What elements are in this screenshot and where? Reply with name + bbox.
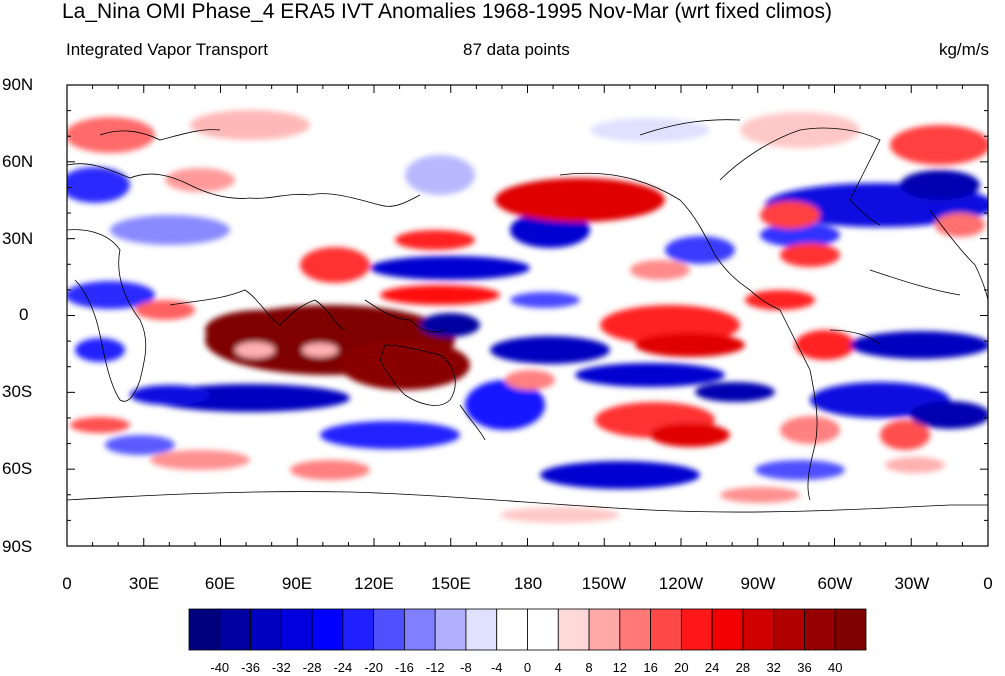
units-string: kg/m/s — [938, 40, 989, 59]
colorbar-swatch — [804, 608, 836, 651]
colorbar-level-label: -16 — [395, 660, 414, 675]
colorbar-swatch — [773, 608, 805, 651]
plot-title: La_Nina OMI Phase_4 ERA5 IVT Anomalies 1… — [62, 0, 832, 23]
colorbar-swatch — [680, 608, 713, 651]
colorbar-level-label: 16 — [643, 660, 658, 675]
colorbar-level-label: 12 — [612, 660, 628, 675]
lat-label-90s: 90S — [2, 537, 33, 556]
colorbar-level-label: -12 — [425, 660, 445, 675]
lat-label-30s: 30S — [2, 382, 33, 401]
lat-label-eq: 0 — [19, 305, 29, 324]
colorbar-swatch — [711, 608, 744, 651]
colorbar-level-label: -40 — [210, 660, 230, 675]
colorbar-swatch — [311, 608, 344, 651]
colorbar-level-label: -36 — [241, 660, 260, 675]
colorbar-swatch — [342, 608, 375, 651]
colorbar-level-label: 28 — [735, 660, 751, 675]
lon-label: 180 — [513, 574, 543, 593]
lon-label: 150W — [581, 574, 627, 593]
anomaly-field — [67, 85, 988, 546]
colorbar-level-label: 24 — [704, 660, 720, 675]
colorbar-swatch — [465, 608, 498, 651]
lat-label-90n: 90N — [2, 75, 34, 94]
colorbar-level-label: 20 — [674, 660, 689, 675]
left-string: Integrated Vapor Transport — [66, 40, 268, 59]
colorbar-swatch — [557, 608, 590, 651]
lat-label-30n: 30N — [2, 229, 34, 248]
lon-label: 90W — [740, 574, 776, 593]
lat-label-60n: 60N — [2, 152, 34, 171]
colorbar-swatch — [373, 608, 405, 651]
colorbar-level-label: -4 — [490, 660, 503, 675]
colorbar-swatch — [250, 608, 282, 651]
lon-label: 120W — [658, 574, 704, 593]
lon-label: 60W — [817, 574, 853, 593]
colorbar-swatch — [188, 608, 221, 651]
lat-label-60s: 60S — [2, 459, 33, 478]
colorbar-level-label: -24 — [333, 660, 353, 675]
lon-label: 120E — [354, 574, 394, 593]
colorbar-level-label: 40 — [827, 660, 843, 675]
axis-ticks — [66, 84, 989, 547]
colorbar-level-label: -32 — [271, 660, 291, 675]
lon-label: 30E — [128, 574, 160, 593]
lon-label: 0 — [62, 574, 72, 593]
colorbar-swatch — [588, 608, 621, 651]
colorbar-swatch — [619, 608, 651, 651]
colorbar-level-label: -20 — [364, 660, 384, 675]
colorbar-swatch — [280, 608, 313, 651]
colorbar-level-label: 36 — [797, 660, 812, 675]
colorbar-level-label: 0 — [523, 660, 532, 675]
coastlines — [67, 119, 988, 513]
colorbar-level-label: 4 — [554, 660, 562, 675]
colorbar-swatch — [527, 608, 559, 651]
colorbar — [188, 608, 867, 651]
colorbar-swatch — [650, 608, 682, 651]
colorbar-swatch — [434, 608, 467, 651]
colorbar-swatch — [742, 608, 775, 651]
colorbar-swatch — [219, 608, 251, 651]
colorbar-swatch — [404, 608, 436, 651]
colorbar-swatch — [496, 608, 528, 651]
colorbar-level-label: -28 — [302, 660, 322, 675]
colorbar-level-label: -8 — [460, 660, 472, 675]
center-string: 87 data points — [463, 40, 570, 59]
lon-label: 60E — [204, 574, 236, 593]
colorbar-level-label: 8 — [585, 660, 593, 675]
colorbar-swatch — [834, 608, 867, 651]
lon-label: 30W — [894, 574, 930, 593]
lon-label: 90E — [281, 574, 313, 593]
colorbar-level-label: 32 — [766, 660, 781, 675]
lon-label: 0 — [983, 574, 993, 593]
lon-label: 150E — [431, 574, 471, 593]
